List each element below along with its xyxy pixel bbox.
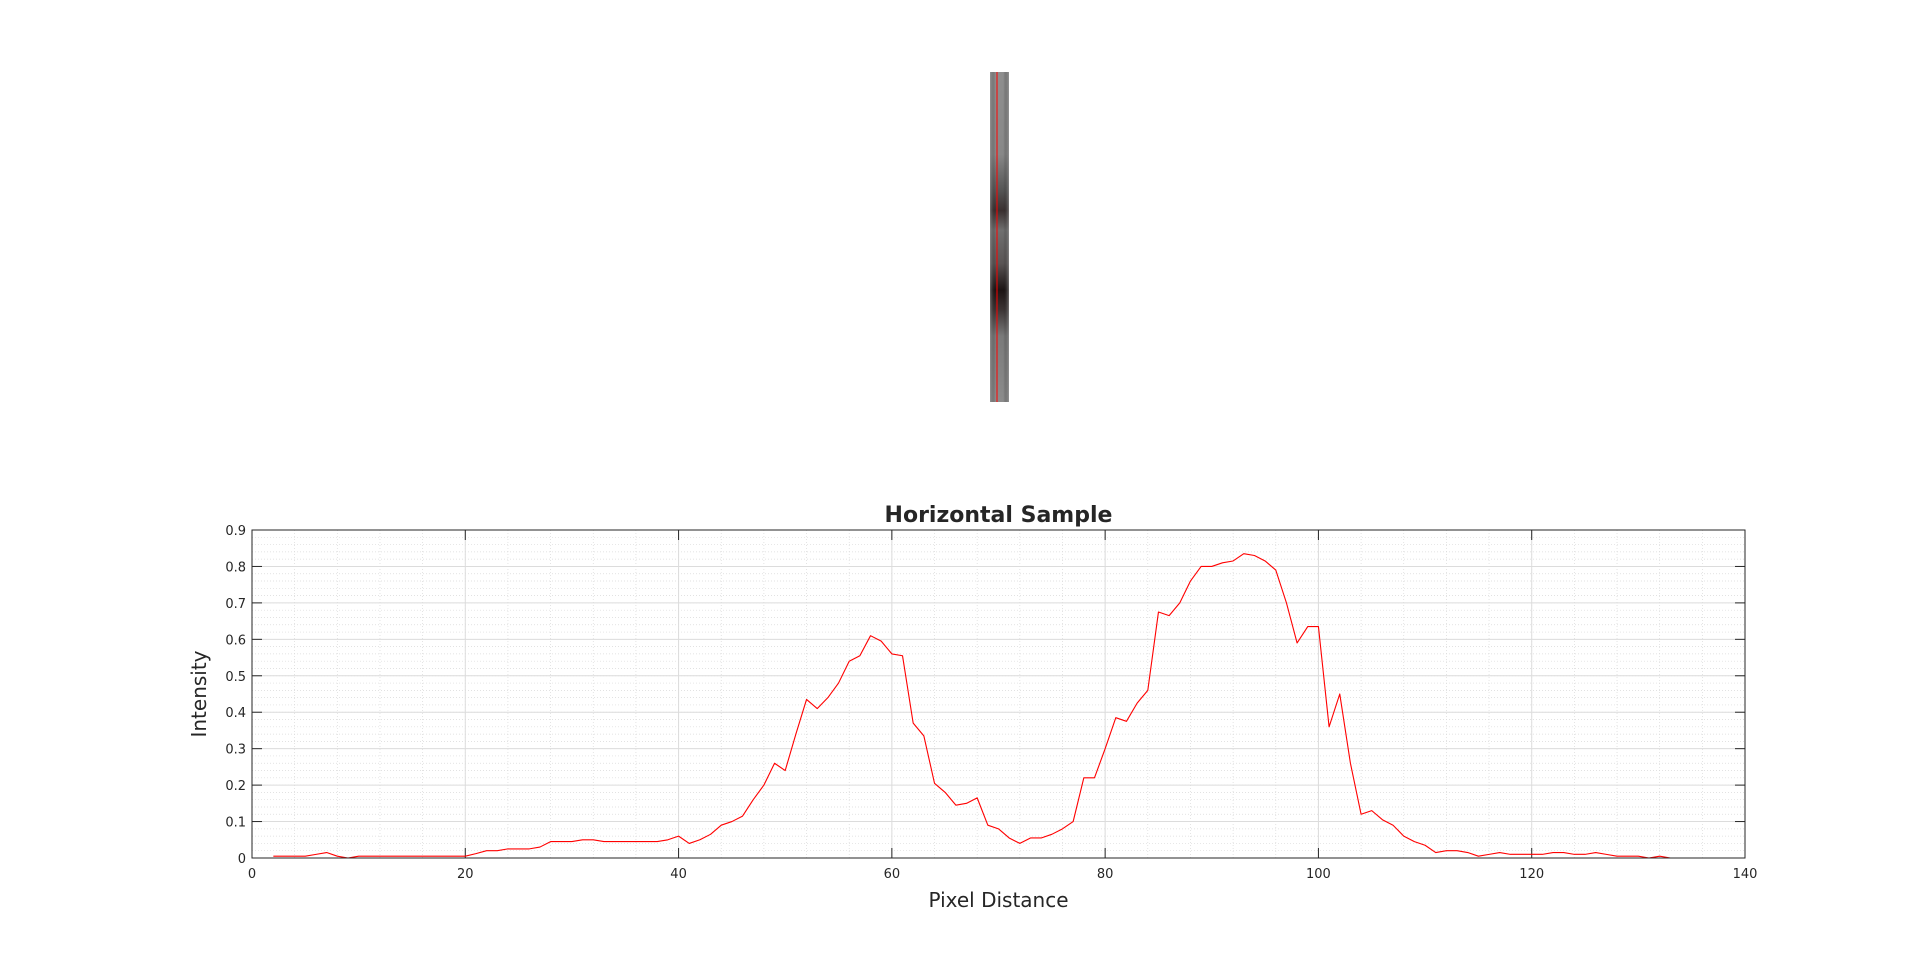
x-tick-label: 120 xyxy=(1519,867,1544,882)
major-grid xyxy=(251,529,1746,859)
chart-title: Horizontal Sample xyxy=(885,503,1113,528)
y-axis-label: Intensity xyxy=(187,650,211,737)
y-tick-label: 0.1 xyxy=(225,816,246,831)
x-tick-label: 140 xyxy=(1733,867,1758,882)
x-tick-label: 80 xyxy=(1097,867,1114,882)
y-tick-label: 0.9 xyxy=(225,524,246,539)
y-tick-label: 0.8 xyxy=(225,560,246,575)
y-tick-label: 0 xyxy=(238,852,246,867)
series-layer xyxy=(273,553,1671,859)
sample-image-strip xyxy=(990,72,1009,402)
x-tick-label: 40 xyxy=(670,867,687,882)
x-tick-label: 60 xyxy=(884,867,901,882)
y-tick-label: 0.2 xyxy=(225,779,246,794)
y-tick-label: 0.4 xyxy=(225,706,246,721)
strip-edge-shading xyxy=(990,72,1009,402)
axis-ticks xyxy=(251,529,1746,859)
y-tick-label: 0.6 xyxy=(225,633,246,648)
y-tick-label: 0.7 xyxy=(225,597,246,612)
y-tick-label: 0.3 xyxy=(225,743,246,758)
x-tick-label: 20 xyxy=(457,867,474,882)
y-tick-label: 0.5 xyxy=(225,670,246,685)
x-axis-label: Pixel Distance xyxy=(928,888,1068,912)
minor-grid xyxy=(251,529,1746,859)
series-line xyxy=(273,553,1671,859)
axes-box xyxy=(251,529,1746,859)
x-tick-label: 0 xyxy=(248,867,256,882)
tick-labels: 0 20 40 60 80 100 120 140 0 0.1 0.2 0.3 0.4 0.5 0.6 0.7… xyxy=(225,524,1757,882)
x-tick-label: 100 xyxy=(1306,867,1331,882)
